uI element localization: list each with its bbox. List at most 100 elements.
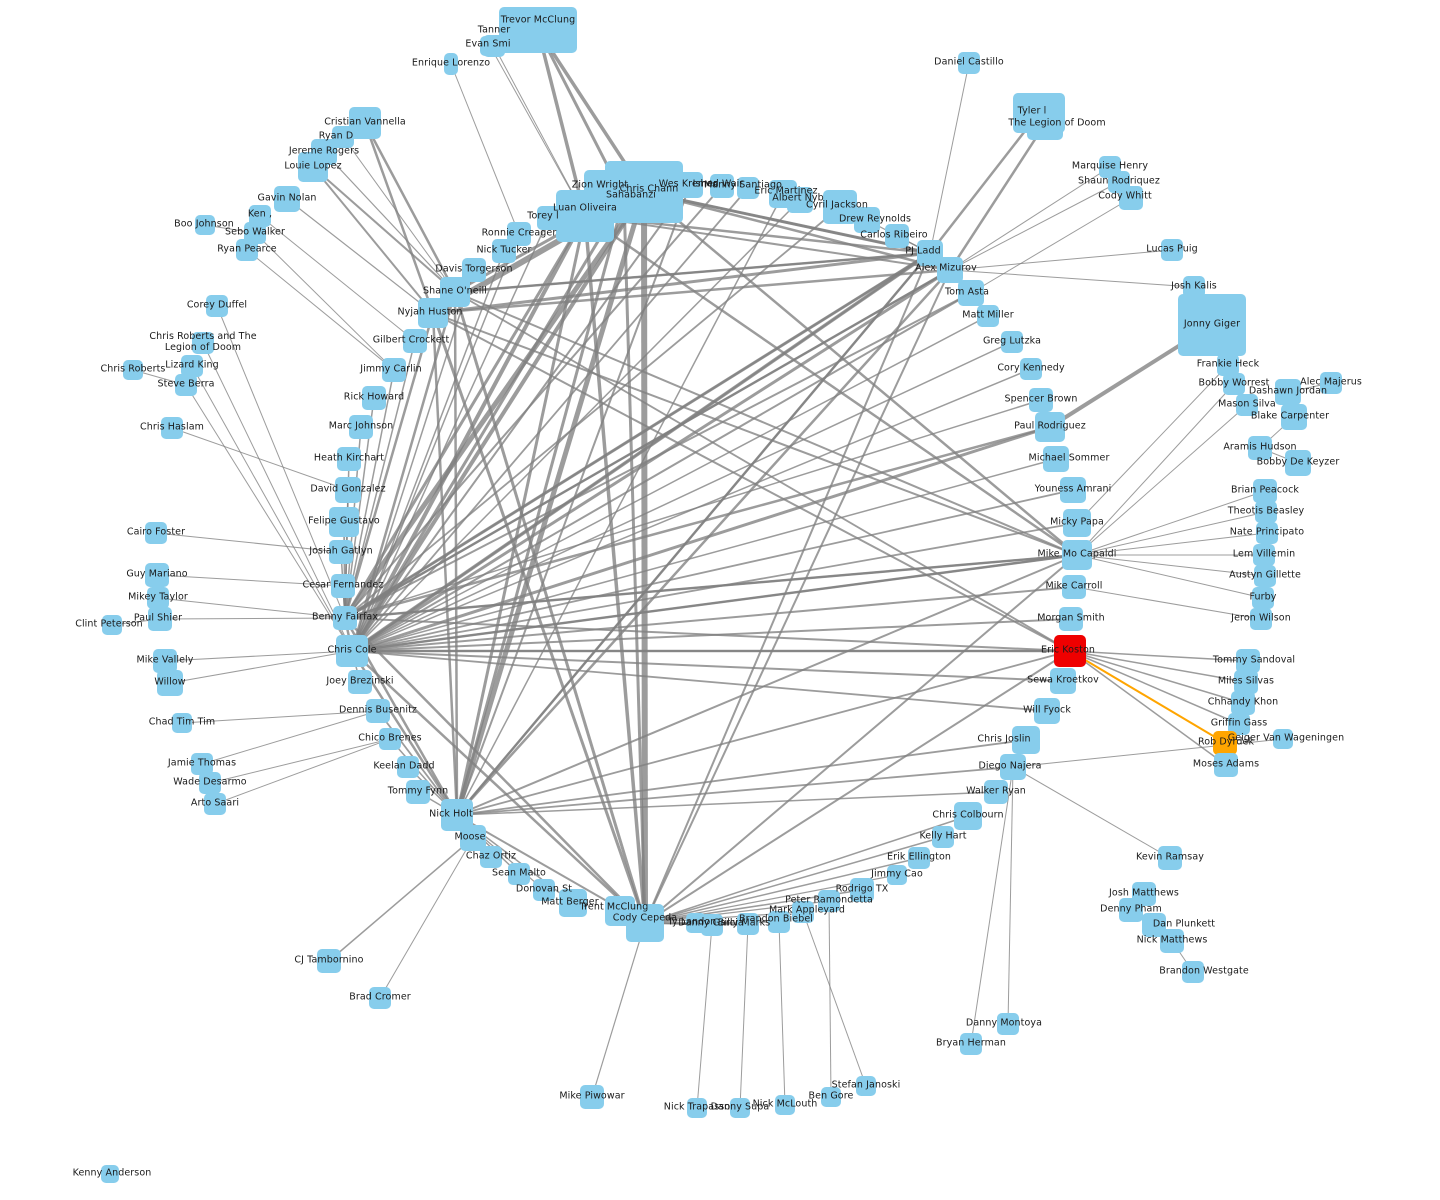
graph-node-drew-reynolds[interactable]	[854, 207, 880, 233]
graph-node-michael-sommer[interactable]	[1043, 446, 1069, 472]
graph-node-danny-supa[interactable]	[730, 1098, 750, 1118]
graph-node-stefan-janoski[interactable]	[856, 1076, 876, 1096]
graph-node-nick-trapasso[interactable]	[687, 1098, 707, 1118]
graph-node-kevin-ramsay[interactable]	[1158, 846, 1182, 870]
graph-node-chhandy-khon[interactable]	[1231, 691, 1255, 715]
graph-node-luan-oliveira[interactable]	[556, 190, 614, 242]
graph-node-sebo-walker[interactable]	[244, 222, 266, 244]
graph-node-rodrigo-tx[interactable]	[850, 878, 874, 902]
graph-node-cairo-foster[interactable]	[145, 522, 167, 544]
graph-node-jimmy-carlin[interactable]	[382, 358, 406, 382]
graph-node-legion-of-doom[interactable]	[1027, 108, 1063, 140]
graph-node-geiger-van-wageningen[interactable]	[1273, 729, 1293, 749]
graph-node-lem-villemin[interactable]	[1253, 544, 1275, 566]
graph-node-joey-brezinski[interactable]	[348, 670, 372, 694]
graph-node-josiah-gatlyn[interactable]	[329, 540, 353, 564]
graph-node-ishod-wair[interactable]	[710, 174, 734, 198]
graph-node-gilbert-crockett[interactable]	[403, 329, 427, 353]
graph-node-cody-whitt[interactable]	[1119, 186, 1143, 210]
graph-node-micky-papa[interactable]	[1063, 509, 1091, 537]
graph-node-austyn-gillette[interactable]	[1254, 565, 1276, 587]
graph-node-brian-peacock[interactable]	[1253, 479, 1277, 503]
graph-node-josh-kalis[interactable]	[1183, 276, 1205, 298]
graph-node-jonny-giger[interactable]	[1178, 294, 1246, 356]
graph-node-rob-dyrdek[interactable]	[1213, 731, 1237, 755]
graph-node-arto-saari[interactable]	[204, 793, 226, 815]
graph-node-heath-kirchart[interactable]	[337, 447, 361, 471]
graph-node-willow[interactable]	[157, 670, 183, 696]
graph-node-daniel-castillo[interactable]	[958, 52, 980, 74]
graph-node-wade-desarmo[interactable]	[199, 772, 221, 794]
graph-node-clint-peterson[interactable]	[102, 615, 122, 635]
graph-node-nick-matthews[interactable]	[1160, 929, 1184, 953]
graph-node-theotis-beasley[interactable]	[1255, 501, 1277, 523]
graph-node-albert-nyberg[interactable]	[787, 187, 813, 213]
graph-node-tommy-sandoval[interactable]	[1236, 649, 1260, 673]
graph-node-tommy-fynn[interactable]	[406, 780, 430, 804]
graph-node-cj-tambornino[interactable]	[317, 949, 341, 973]
graph-node-brad-cromer[interactable]	[369, 987, 391, 1009]
graph-node-steve-berra[interactable]	[175, 374, 197, 396]
graph-node-nyjah-huston[interactable]	[418, 298, 448, 328]
graph-node-matt-berger[interactable]	[559, 889, 587, 917]
graph-node-paul-shier[interactable]	[148, 607, 172, 631]
graph-node-diego-najera[interactable]	[1000, 754, 1026, 780]
graph-node-eric-koston[interactable]	[1054, 635, 1086, 667]
graph-node-brandon-westgate[interactable]	[1182, 961, 1204, 983]
graph-node-danny-montoya[interactable]	[997, 1013, 1019, 1035]
graph-node-will-fyock[interactable]	[1034, 698, 1060, 724]
graph-node-morgan-smith[interactable]	[1059, 607, 1083, 631]
graph-node-cyril-jackson[interactable]	[823, 190, 857, 224]
graph-node-enrique-lorenzo[interactable]	[444, 53, 458, 75]
graph-node-kenny-anderson[interactable]	[101, 1165, 119, 1183]
graph-node-chris-cole[interactable]	[336, 635, 368, 667]
graph-node-chris-joslin[interactable]	[1012, 726, 1040, 754]
graph-node-bryan-herman[interactable]	[960, 1033, 982, 1055]
graph-node-jamie-thomas[interactable]	[191, 753, 213, 775]
graph-node-nate-principato[interactable]	[1256, 522, 1278, 544]
graph-node-dennis-busenitz[interactable]	[366, 699, 390, 723]
graph-node-mike-piwowar[interactable]	[580, 1085, 604, 1109]
graph-node-blake-carpenter[interactable]	[1281, 404, 1307, 430]
graph-node-aramis-hudson[interactable]	[1248, 436, 1272, 460]
graph-node-chico-brenes[interactable]	[379, 728, 401, 750]
graph-node-danny-garcia[interactable]	[701, 914, 723, 936]
graph-node-trevor-mcclung[interactable]	[499, 7, 577, 53]
graph-node-gavin-nolan[interactable]	[274, 186, 300, 212]
graph-node-moses-adams[interactable]	[1214, 753, 1238, 777]
graph-node-furby[interactable]	[1252, 587, 1274, 609]
graph-node-cesar-fernandez[interactable]	[331, 574, 355, 598]
graph-node-lizard-king[interactable]	[181, 355, 203, 377]
graph-node-wes-kremer[interactable]	[677, 172, 703, 198]
graph-node-matt-miller[interactable]	[977, 305, 999, 327]
graph-node-tom-asta[interactable]	[958, 280, 984, 306]
graph-node-chad-tim-tim[interactable]	[172, 713, 192, 733]
graph-node-denny-pham[interactable]	[1119, 898, 1143, 922]
graph-node-mikey-taylor[interactable]	[147, 587, 169, 609]
graph-node-marc-johnson[interactable]	[349, 415, 373, 439]
graph-node-greg-lutzka[interactable]	[1001, 331, 1023, 353]
graph-node-billy-marks[interactable]	[737, 913, 759, 935]
graph-node-chris-colbourn[interactable]	[954, 802, 982, 830]
graph-node-jeron-wilson[interactable]	[1250, 608, 1272, 630]
graph-node-bobby-worrest[interactable]	[1223, 373, 1245, 395]
graph-node-cristian-vannella[interactable]	[349, 107, 381, 139]
graph-node-erik-ellington[interactable]	[908, 847, 930, 869]
graph-node-nick-mclouth[interactable]	[775, 1095, 795, 1115]
graph-node-spencer-brown[interactable]	[1029, 388, 1053, 412]
graph-node-miles-silvas[interactable]	[1234, 670, 1258, 694]
graph-node-lucas-puig[interactable]	[1161, 239, 1183, 261]
graph-node-alec-majerus[interactable]	[1320, 372, 1342, 394]
graph-node-corey-duffel[interactable]	[206, 295, 228, 317]
graph-node-bobby-de-keyzer[interactable]	[1285, 450, 1311, 476]
graph-node-louie-lopez[interactable]	[298, 152, 328, 182]
graph-node-ryan-d[interactable]	[332, 126, 354, 148]
graph-node-mike-vallely[interactable]	[153, 649, 177, 673]
graph-node-chris-roberts[interactable]	[123, 360, 143, 380]
graph-node-benny-fairfax[interactable]	[333, 606, 357, 630]
graph-node-ben-gore[interactable]	[821, 1087, 841, 1107]
graph-node-jimmy-cao[interactable]	[887, 865, 907, 885]
graph-node-alex-mizurov[interactable]	[937, 257, 963, 283]
graph-node-walker-ryan[interactable]	[984, 780, 1008, 804]
